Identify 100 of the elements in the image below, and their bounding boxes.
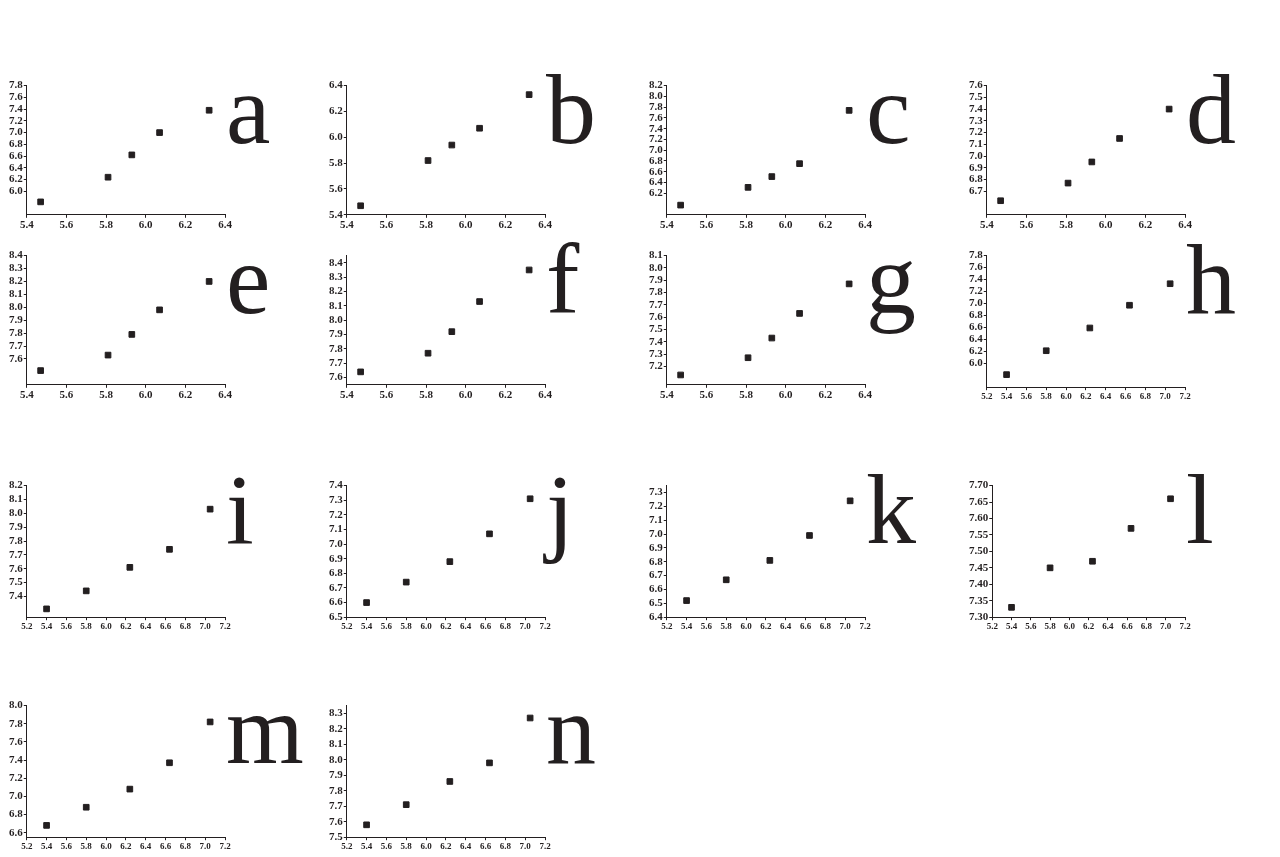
x-tick-label: 6.0 [1063, 620, 1076, 631]
point [1167, 495, 1174, 503]
y-tick-label: 8.3 [329, 706, 344, 719]
point [446, 778, 454, 785]
y-tick-label: 7.6 [9, 734, 24, 747]
point [526, 495, 534, 503]
x-tick-label: 6.6 [159, 620, 172, 631]
point [363, 821, 370, 829]
point [744, 354, 752, 362]
x-tick-label: 6.8 [179, 840, 192, 851]
y-tick-label: 5.4 [329, 207, 344, 220]
x-tick-label: 5.2 [986, 620, 999, 631]
point [363, 599, 370, 606]
x-tick-label: 6.4 [140, 620, 152, 631]
x-tick-label: 6.8 [1139, 390, 1152, 401]
y-tick-label: 8.0 [649, 89, 664, 102]
x-tick-label: 6.4 [1100, 390, 1112, 401]
y-tick-label: 6.2 [649, 186, 664, 199]
y-tick-label: 8.2 [329, 721, 344, 734]
y-tick-label: 7.2 [649, 359, 664, 372]
point [1003, 371, 1010, 378]
point [205, 106, 213, 114]
x-tick-label: 6.2 [498, 388, 513, 401]
x-tick-label: 6.2 [178, 388, 193, 401]
point [796, 310, 803, 317]
y-tick-label: 7.0 [649, 526, 664, 539]
point [104, 173, 112, 181]
y-tick-label: 8.2 [649, 78, 664, 91]
y-tick-label: 8.1 [9, 492, 23, 505]
point [402, 578, 410, 586]
x-tick-label: 5.4 [40, 620, 53, 631]
x-tick-label: 5.8 [1044, 620, 1057, 631]
y-tick-label: 6.7 [329, 580, 344, 593]
y-tick-label: 6.8 [329, 566, 344, 579]
y-tick-label: 7.2 [649, 132, 664, 145]
point [357, 368, 364, 376]
y-tick-label: 7.9 [9, 520, 24, 532]
y-tick-label: 7.30 [969, 610, 989, 623]
y-tick-label: 7.0 [649, 143, 664, 156]
y-tick-label: 6.8 [969, 172, 984, 185]
x-tick-label: 6.4 [1102, 620, 1115, 631]
point [845, 280, 853, 288]
y-tick-label: 6.9 [649, 540, 664, 553]
y-tick-label: 7.4 [329, 478, 344, 491]
y-tick-label: 8.0 [9, 506, 24, 519]
y-tick-label: 8.4 [329, 255, 344, 268]
y-tick-label: 8.1 [9, 287, 23, 300]
x-tick-label: 5.6 [699, 388, 714, 401]
chart-title: a [226, 54, 271, 165]
x-tick-label: 5.6 [59, 388, 74, 401]
x-tick-label: 5.4 [339, 218, 355, 231]
point [683, 597, 690, 604]
chart-title: c [866, 54, 911, 165]
y-tick-label: 7.2 [649, 499, 664, 512]
point [476, 124, 483, 132]
x-tick-label: 5.4 [659, 388, 675, 401]
x-tick-label: 5.2 [341, 620, 353, 631]
point [997, 197, 1004, 205]
y-tick-label: 7.8 [649, 99, 664, 112]
point [486, 759, 493, 767]
x-tick-label: 7.2 [539, 840, 552, 851]
x-tick-label: 7.2 [859, 620, 872, 631]
y-tick-label: 7.7 [329, 799, 344, 812]
y-tick-label: 8.2 [329, 284, 344, 297]
y-tick-label: 7.6 [649, 110, 664, 123]
point [82, 803, 90, 811]
y-tick-label: 6.5 [649, 596, 664, 609]
point [525, 266, 533, 274]
chart-title: m [226, 674, 304, 785]
x-tick-label: 6.0 [100, 620, 113, 631]
y-tick-label: 7.4 [969, 272, 984, 285]
x-tick-label: 5.6 [1020, 390, 1033, 401]
y-tick-label: 6.4 [9, 160, 24, 173]
x-tick-label: 7.2 [219, 620, 232, 631]
x-tick-label: 6.0 [458, 218, 474, 231]
point [43, 822, 50, 829]
x-tick-label: 5.8 [1040, 390, 1053, 401]
x-tick-label: 6.4 [780, 620, 792, 631]
y-tick-label: 7.9 [9, 313, 24, 326]
x-tick-label: 6.4 [538, 218, 553, 231]
y-tick-label: 6.0 [9, 184, 24, 197]
y-tick-label: 7.6 [9, 90, 24, 103]
y-tick-label: 7.8 [9, 78, 24, 91]
y-tick-label: 8.0 [9, 300, 24, 313]
y-tick-label: 7.5 [9, 575, 24, 588]
point [1042, 347, 1050, 355]
y-tick-label: 5.8 [329, 155, 344, 168]
point [846, 497, 854, 505]
x-tick-label: 5.6 [700, 620, 713, 631]
point [166, 759, 173, 767]
x-tick-label: 5.4 [19, 388, 35, 401]
point [128, 331, 136, 338]
x-tick-label: 6.4 [460, 840, 472, 851]
x-tick-label: 5.4 [360, 840, 373, 851]
x-tick-label: 6.6 [479, 620, 492, 631]
point [1046, 564, 1054, 572]
x-tick-label: 6.2 [818, 388, 833, 401]
y-tick-label: 7.8 [969, 248, 984, 261]
point [796, 160, 803, 167]
chart-title: d [1186, 54, 1236, 165]
